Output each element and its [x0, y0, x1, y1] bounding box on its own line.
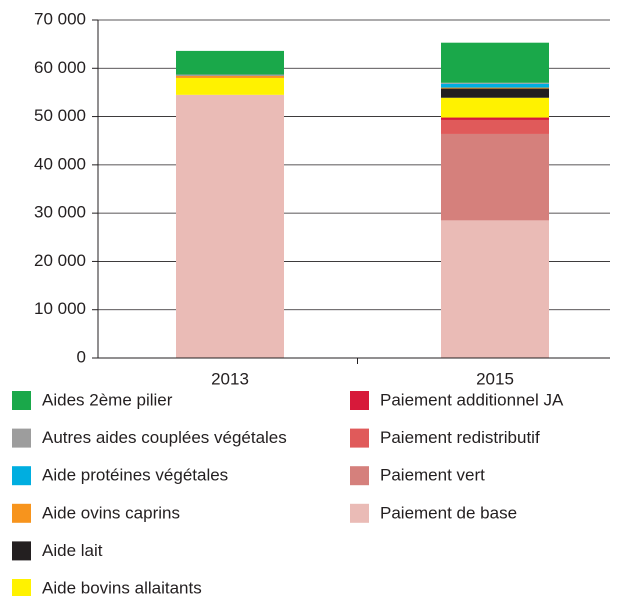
y-tick-label: 60 000 [34, 58, 86, 77]
bar-segment [441, 119, 549, 134]
bar-segment [441, 97, 549, 118]
legend-swatch [12, 503, 31, 523]
legend-swatch [350, 503, 369, 523]
bar-segment [441, 87, 549, 89]
legend-swatch [12, 428, 31, 448]
y-tick-label: 50 000 [34, 106, 86, 125]
legend-swatch [12, 579, 31, 596]
bar-segment [176, 76, 284, 78]
y-tick-label: 10 000 [34, 299, 86, 318]
legend-label: Aides 2ème pilier [42, 390, 173, 409]
legend-swatch [12, 391, 31, 410]
legend-label: Paiement de base [380, 503, 517, 522]
legend-label: Paiement redistributif [380, 428, 540, 447]
legend-label: Aide protéines végétales [42, 466, 228, 485]
legend-label: Aide lait [42, 541, 103, 560]
bar-segment [176, 77, 284, 95]
legend-swatch [350, 466, 369, 486]
bar-segment [176, 50, 284, 75]
bar-segment [441, 42, 549, 83]
legend-swatch [350, 428, 369, 448]
bar-segment [176, 94, 284, 358]
y-tick-label: 20 000 [34, 251, 86, 270]
legend-swatch [12, 541, 31, 561]
legend-label: Aide bovins allaitants [42, 578, 202, 596]
legend-swatch [12, 466, 31, 486]
y-tick-label: 30 000 [34, 203, 86, 222]
bar-segment [441, 133, 549, 221]
x-tick-label: 2015 [476, 369, 514, 388]
x-tick-label: 2013 [211, 369, 249, 388]
legend-label: Autres aides couplées végétales [42, 428, 287, 447]
y-tick-label: 40 000 [34, 154, 86, 173]
bar-segment [441, 83, 549, 88]
bar-segment [441, 117, 549, 120]
legend-swatch [350, 391, 369, 410]
legend-label: Aide ovins caprins [42, 503, 180, 522]
bar-segment [441, 220, 549, 358]
y-tick-label: 70 000 [34, 9, 86, 28]
bar-segment [441, 88, 549, 98]
bar-segment [176, 74, 284, 77]
bar-segment [441, 82, 549, 84]
legend-label: Paiement additionnel JA [380, 390, 564, 409]
legend-label: Paiement vert [380, 466, 485, 485]
y-tick-label: 0 [77, 347, 86, 366]
